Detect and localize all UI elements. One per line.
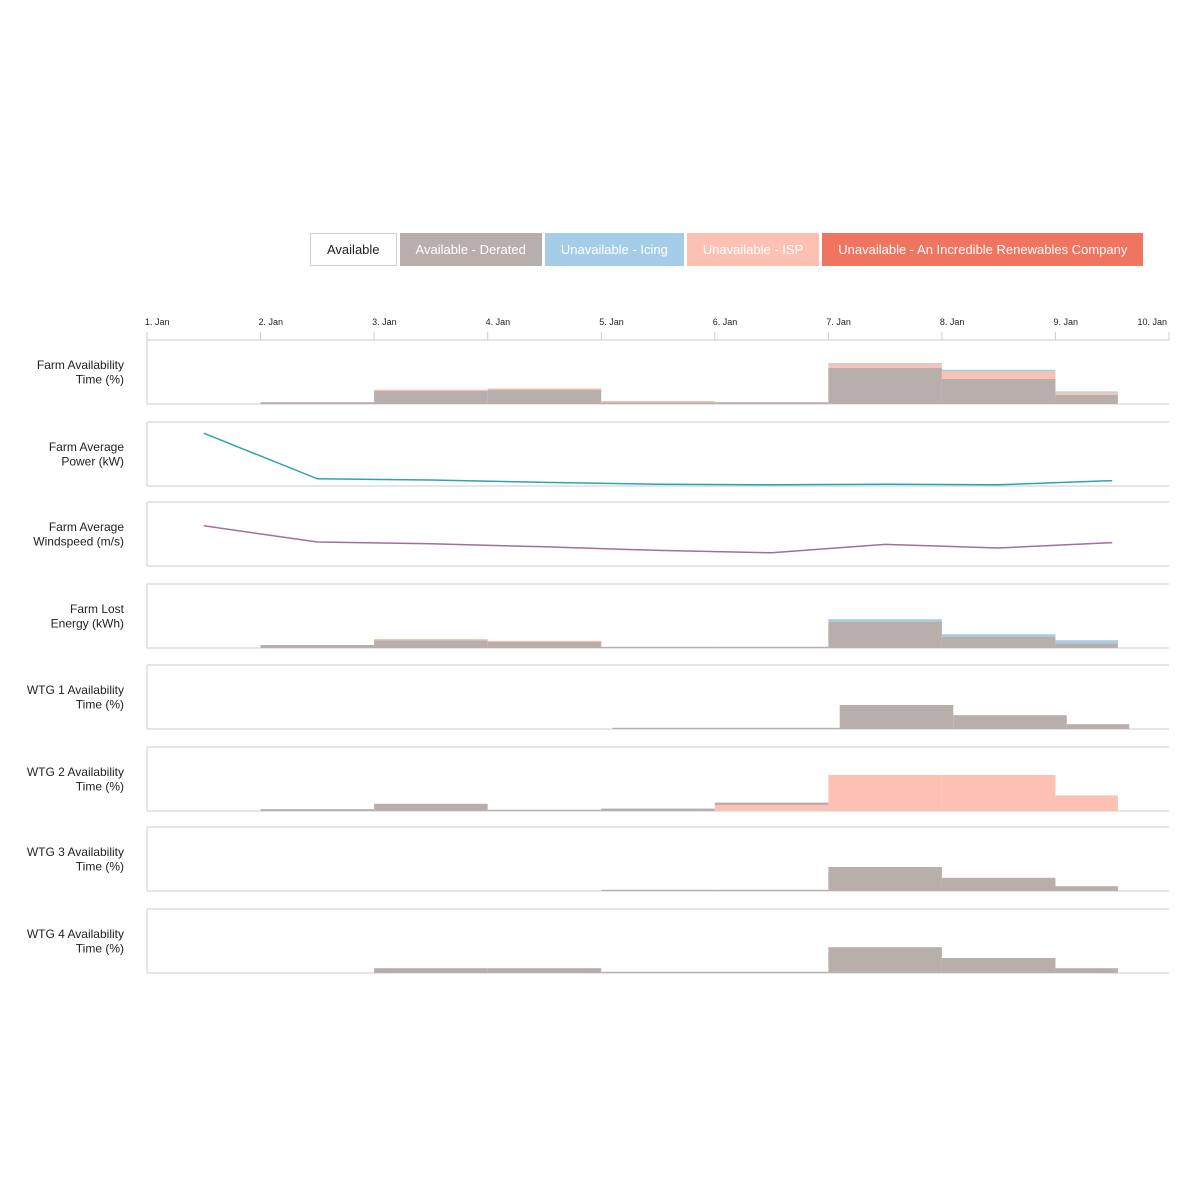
- step-bar-derated: [714, 889, 829, 891]
- x-tick-label: 3. Jan: [372, 317, 397, 327]
- step-bar-derated: [601, 808, 715, 811]
- step-bar-isp: [487, 388, 602, 390]
- legend-item-available[interactable]: Available: [310, 233, 397, 266]
- x-tick-label: 4. Jan: [486, 317, 511, 327]
- step-bar-derated: [714, 646, 829, 648]
- legend-item-derated[interactable]: Available - Derated: [399, 233, 542, 266]
- row-label: WTG 4 Availability: [27, 927, 124, 941]
- step-bar-icing: [828, 619, 942, 622]
- step-bar-derated: [260, 809, 375, 811]
- x-tick-label: 9. Jan: [1053, 317, 1078, 327]
- step-bar-isp: [828, 364, 942, 368]
- step-bar-derated: [374, 640, 488, 648]
- x-tick-label: 1. Jan: [145, 317, 170, 327]
- step-bar-isp: [601, 401, 715, 403]
- x-tick-label: 8. Jan: [940, 317, 965, 327]
- step-bar-derated: [487, 809, 602, 811]
- step-bar-derated: [953, 715, 1067, 729]
- step-bar-derated: [828, 621, 942, 648]
- step-bar-derated: [941, 877, 1056, 891]
- step-bar-isp: [374, 389, 488, 391]
- row-label: Time (%): [76, 780, 124, 794]
- row-label: Farm Average: [49, 520, 124, 534]
- step-bar-derated: [828, 867, 942, 891]
- step-bar-isp: [1055, 795, 1118, 811]
- step-bar-derated: [1055, 968, 1118, 973]
- legend: Available Available - Derated Unavailabl…: [310, 233, 1144, 266]
- step-bar-isp: [1055, 392, 1118, 395]
- step-bar-derated: [726, 727, 840, 729]
- step-bar-derated: [260, 402, 375, 404]
- step-bar-isp: [714, 805, 829, 811]
- step-bar-isp: [941, 371, 1056, 379]
- step-bar-derated: [612, 727, 727, 729]
- step-bar-derated: [260, 645, 375, 648]
- x-tick-label: 7. Jan: [826, 317, 851, 327]
- series-line: [203, 432, 1113, 486]
- step-bar-derated: [601, 971, 715, 973]
- step-bar-isp: [374, 639, 488, 641]
- x-tick-label: 6. Jan: [713, 317, 738, 327]
- step-bar-isp: [828, 775, 942, 811]
- x-tick-label: 10. Jan: [1137, 317, 1167, 327]
- step-bar-icing: [1055, 640, 1118, 644]
- step-bar-derated: [374, 390, 488, 404]
- step-bar-derated: [487, 389, 602, 404]
- step-bar-derated: [714, 971, 829, 973]
- step-bar-derated: [1055, 643, 1118, 648]
- legend-item-company[interactable]: Unavailable - An Incredible Renewables C…: [822, 233, 1144, 266]
- step-bar-derated: [601, 402, 715, 404]
- row-label: Farm Lost: [70, 602, 125, 616]
- step-bar-derated: [828, 947, 942, 973]
- step-bar-derated: [941, 636, 1056, 648]
- row-label: Time (%): [76, 860, 124, 874]
- step-bar-derated: [1055, 395, 1118, 404]
- row-label: Time (%): [76, 373, 124, 387]
- row-label: Power (kW): [61, 455, 124, 469]
- step-bar-derated: [941, 378, 1056, 404]
- row-label: Time (%): [76, 698, 124, 712]
- step-bar-derated: [374, 968, 488, 973]
- step-bar-icing: [941, 634, 1056, 637]
- step-bar-icing: [941, 369, 1056, 372]
- legend-item-isp[interactable]: Unavailable - ISP: [686, 233, 820, 266]
- step-bar-isp: [941, 775, 1056, 811]
- row-label: Farm Availability: [37, 358, 124, 372]
- step-bar-derated: [828, 368, 942, 404]
- step-bar-derated: [601, 646, 715, 648]
- step-bar-derated: [601, 889, 715, 891]
- step-bar-derated: [1066, 724, 1130, 729]
- row-label: WTG 1 Availability: [27, 683, 124, 697]
- step-bar-derated: [839, 705, 954, 729]
- step-bar-derated: [714, 802, 829, 805]
- step-bar-derated: [487, 641, 602, 648]
- step-bar-derated: [941, 958, 1056, 973]
- row-label: WTG 2 Availability: [27, 765, 124, 779]
- step-bar-isp: [487, 640, 602, 642]
- step-bar-icing: [828, 363, 942, 365]
- x-tick-label: 5. Jan: [599, 317, 624, 327]
- step-bar-derated: [487, 968, 602, 973]
- x-tick-label: 2. Jan: [259, 317, 284, 327]
- row-label: WTG 3 Availability: [27, 845, 124, 859]
- series-line: [203, 525, 1113, 554]
- step-bar-derated: [1055, 886, 1118, 891]
- row-label: Windspeed (m/s): [33, 535, 124, 549]
- step-bar-derated: [374, 803, 488, 811]
- row-label: Time (%): [76, 942, 124, 956]
- legend-item-icing[interactable]: Unavailable - Icing: [544, 233, 684, 266]
- row-label: Farm Average: [49, 440, 124, 454]
- step-bar-derated: [714, 402, 829, 404]
- row-label: Energy (kWh): [51, 617, 124, 631]
- step-bar-icing: [1055, 391, 1118, 393]
